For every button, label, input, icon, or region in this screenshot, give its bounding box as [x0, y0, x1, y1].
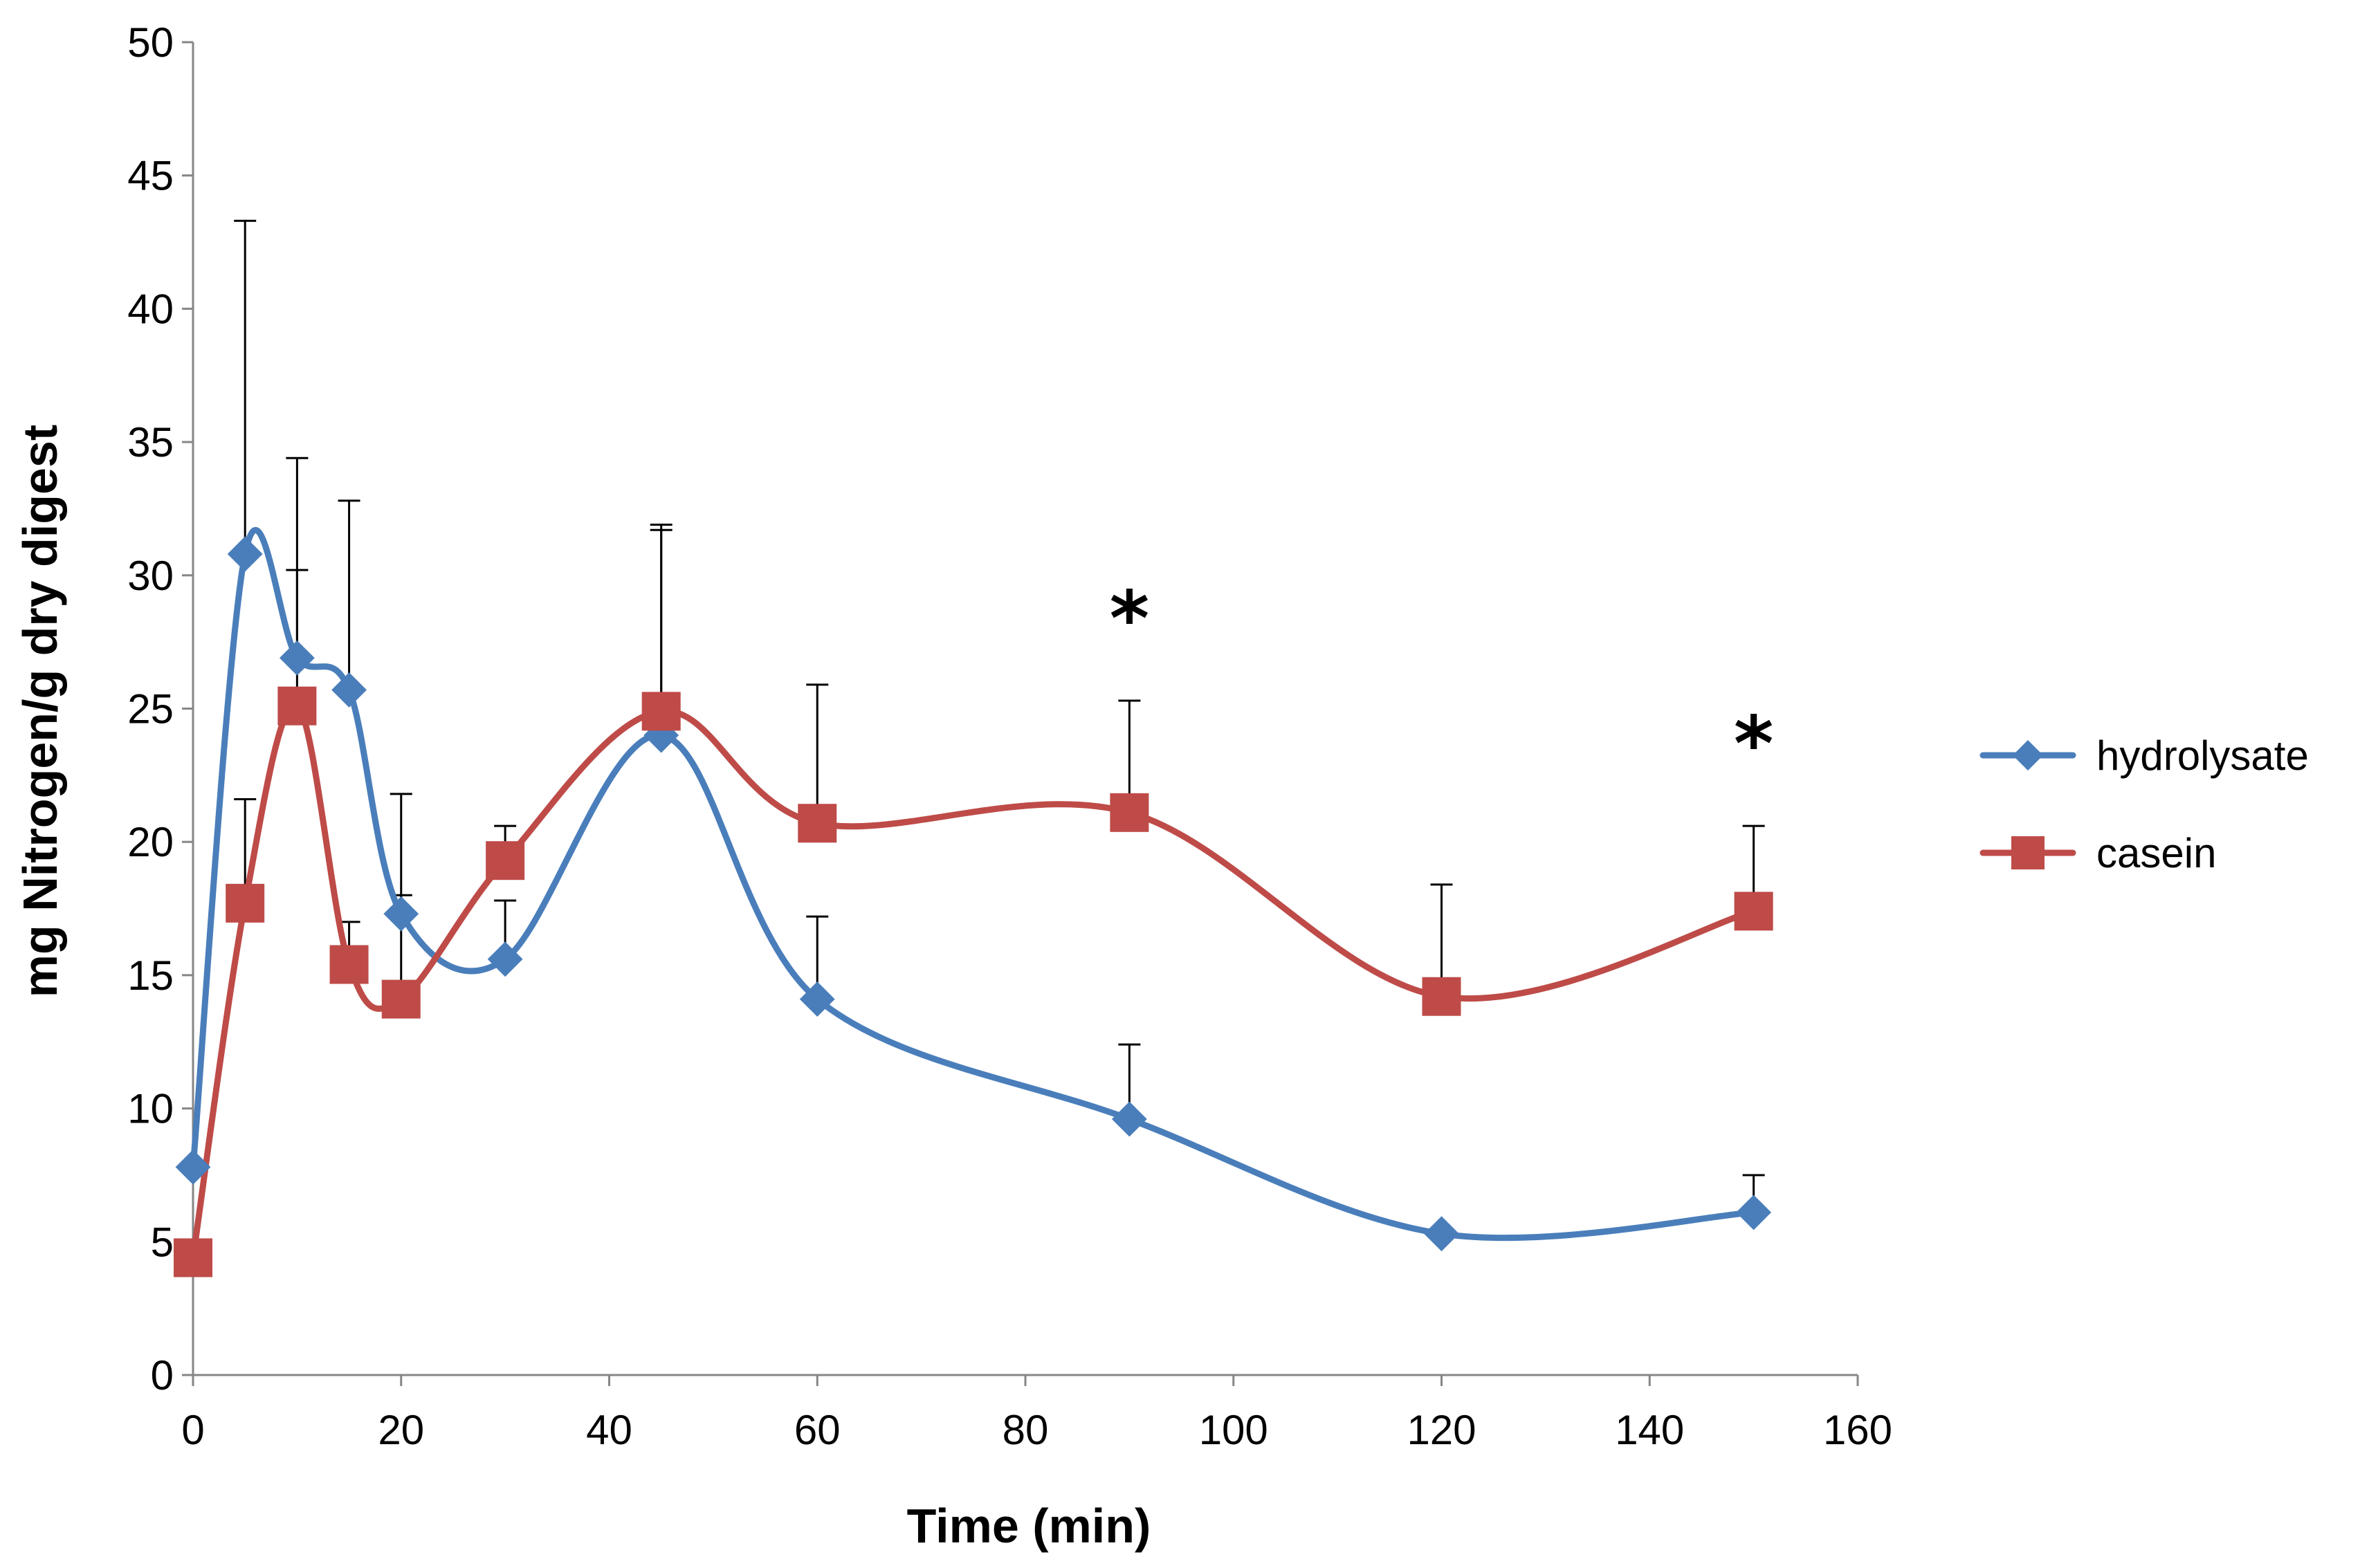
- data-point-casein: [329, 945, 369, 984]
- y-tick-label: 10: [127, 1086, 174, 1132]
- data-point-hydrolysate: [1736, 1195, 1772, 1230]
- data-point-casein: [486, 841, 525, 880]
- data-point-casein: [174, 1238, 212, 1278]
- annotations: **: [1110, 574, 1774, 788]
- data-point-hydrolysate: [1424, 1216, 1459, 1252]
- legend-marker-casein: [2011, 836, 2045, 869]
- data-point-hydrolysate: [383, 896, 419, 932]
- x-tick-label: 160: [1823, 1407, 1892, 1453]
- y-axis-title: mg Nitrogen/g dry digest: [13, 425, 67, 997]
- y-tick-label: 30: [127, 553, 174, 599]
- data-point-hydrolysate: [799, 981, 835, 1017]
- series-line-casein: [190, 702, 1757, 1261]
- y-tick-label: 50: [127, 19, 174, 66]
- x-tick-label: 20: [378, 1407, 424, 1453]
- data-point-casein: [381, 979, 421, 1019]
- legend: hydrolysate casein: [1979, 732, 2309, 876]
- data-point-hydrolysate: [227, 536, 263, 572]
- y-tick-label: 45: [127, 153, 174, 199]
- x-tick-label: 60: [794, 1407, 841, 1453]
- x-tick-label: 0: [181, 1407, 204, 1453]
- legend-label-casein: casein: [2096, 830, 2216, 876]
- series-line-hydrolysate: [190, 526, 1757, 1242]
- y-tick-label: 35: [127, 419, 174, 465]
- axes: 0 5 10 15 20 25 30 35 40 45 50 0 20 40 60 80 100 120 140 16…: [127, 19, 1892, 1453]
- data-point-casein: [1110, 793, 1149, 832]
- x-tick-label: 80: [1003, 1407, 1049, 1453]
- y-tick-label: 5: [151, 1219, 174, 1265]
- y-tick-label: 20: [127, 819, 174, 865]
- data-point-hydrolysate: [487, 941, 523, 977]
- y-tick-label: 15: [127, 952, 174, 999]
- legend-marker-hydrolysate: [2013, 740, 2043, 771]
- data-point-casein: [1422, 977, 1461, 1016]
- y-tick-label: 25: [127, 686, 174, 732]
- x-tick-label: 140: [1615, 1407, 1684, 1453]
- y-tick-label: 40: [127, 286, 174, 332]
- y-tick-label: 0: [151, 1352, 174, 1399]
- significance-marker: *: [1110, 574, 1150, 663]
- data-point-casein: [798, 804, 837, 843]
- x-tick-label: 100: [1199, 1407, 1268, 1453]
- error-bars: [234, 219, 1765, 1212]
- significance-marker: *: [1734, 699, 1774, 788]
- data-point-hydrolysate: [279, 640, 315, 676]
- data-point-hydrolysate: [1111, 1101, 1147, 1137]
- series-markers: [174, 536, 1773, 1278]
- legend-label-hydrolysate: hydrolysate: [2096, 732, 2309, 779]
- data-point-casein: [277, 686, 317, 726]
- series-lines: [190, 526, 1757, 1261]
- data-point-casein: [641, 692, 681, 731]
- x-tick-label: 120: [1407, 1407, 1476, 1453]
- x-axis-title: Time (min): [907, 1499, 1151, 1553]
- x-tick-label: 40: [586, 1407, 632, 1453]
- data-point-casein: [1734, 892, 1773, 931]
- data-point-hydrolysate: [175, 1149, 211, 1185]
- data-point-hydrolysate: [331, 672, 367, 708]
- data-point-casein: [226, 883, 265, 923]
